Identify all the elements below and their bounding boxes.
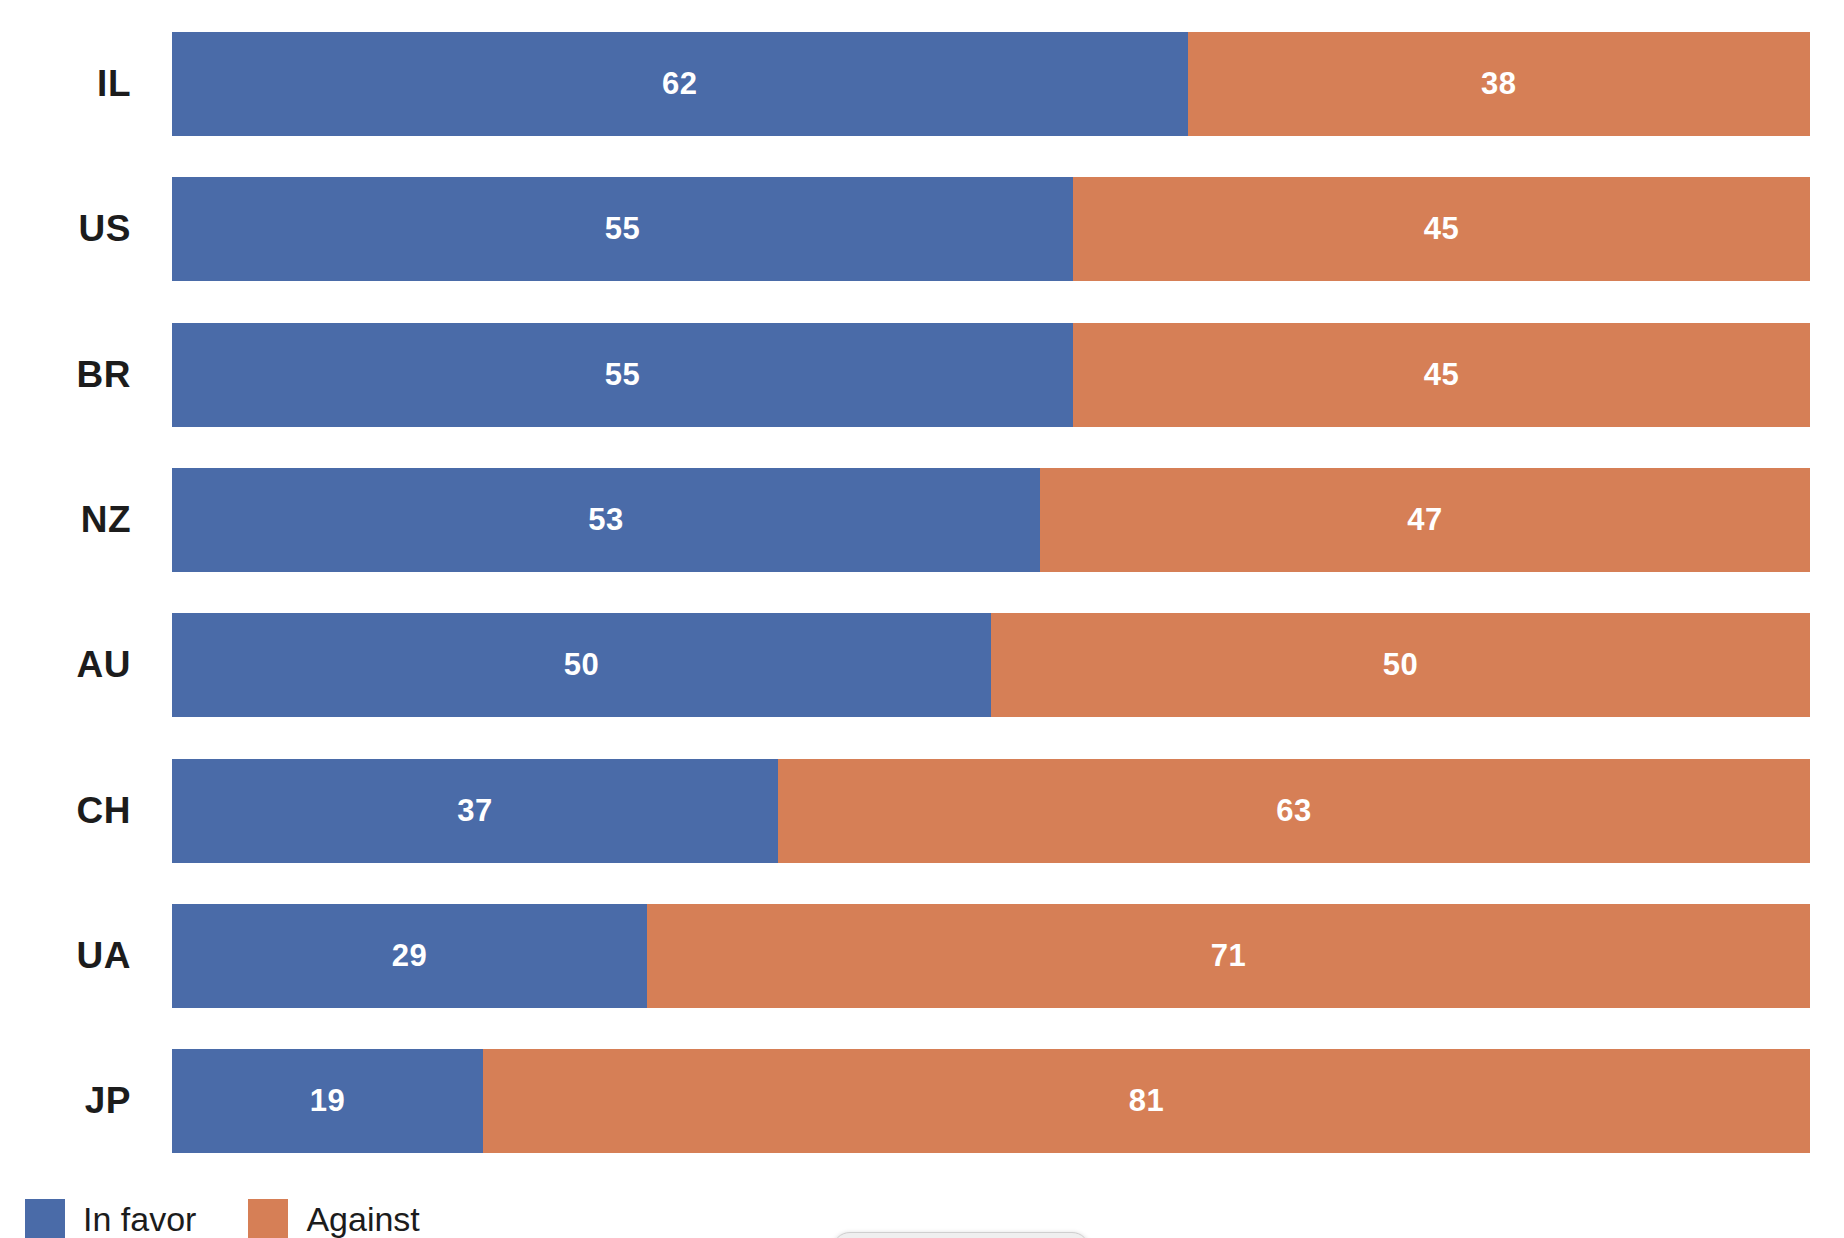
bar-segment-in-favor[interactable]: 55 xyxy=(172,177,1073,281)
value-label-against: 71 xyxy=(1211,938,1246,974)
legend-label-against: Against xyxy=(306,1199,419,1238)
row-label-nz: NZ xyxy=(0,468,131,572)
value-label-against: 45 xyxy=(1424,211,1459,247)
value-label-in-favor: 55 xyxy=(605,357,640,393)
chart-row-au: AU 50 50 xyxy=(0,613,1844,717)
bar-segment-against[interactable]: 45 xyxy=(1073,323,1810,427)
value-label-in-favor: 29 xyxy=(392,938,427,974)
bar-segment-in-favor[interactable]: 62 xyxy=(172,32,1188,136)
bar-segment-in-favor[interactable]: 53 xyxy=(172,468,1040,572)
legend-swatch-in-favor xyxy=(25,1199,65,1238)
legend-label-in-favor: In favor xyxy=(83,1199,196,1238)
value-label-against: 38 xyxy=(1481,66,1516,102)
chart-row-ch: CH 37 63 xyxy=(0,759,1844,863)
bar-segment-against[interactable]: 45 xyxy=(1073,177,1810,281)
bar-segment-against[interactable]: 63 xyxy=(778,759,1810,863)
chart-row-jp: JP 19 81 xyxy=(0,1049,1844,1153)
stacked-bar: 53 47 xyxy=(172,468,1810,572)
value-label-against: 81 xyxy=(1129,1083,1164,1119)
bar-segment-in-favor[interactable]: 55 xyxy=(172,323,1073,427)
value-label-in-favor: 50 xyxy=(564,647,599,683)
bar-segment-in-favor[interactable]: 19 xyxy=(172,1049,483,1153)
value-label-against: 50 xyxy=(1383,647,1418,683)
value-label-against: 63 xyxy=(1276,793,1311,829)
value-label-in-favor: 53 xyxy=(588,502,623,538)
row-label-ch: CH xyxy=(0,759,131,863)
value-label-in-favor: 19 xyxy=(310,1083,345,1119)
stacked-bar: 19 81 xyxy=(172,1049,1810,1153)
bar-segment-against[interactable]: 38 xyxy=(1188,32,1810,136)
chart-row-nz: NZ 53 47 xyxy=(0,468,1844,572)
bar-segment-in-favor[interactable]: 37 xyxy=(172,759,778,863)
stacked-bar: 50 50 xyxy=(172,613,1810,717)
row-label-ua: UA xyxy=(0,904,131,1008)
stacked-bar: 55 45 xyxy=(172,323,1810,427)
stacked-bar: 37 63 xyxy=(172,759,1810,863)
cutoff-bottom-button[interactable] xyxy=(832,1232,1090,1238)
chart-row-us: US 55 45 xyxy=(0,177,1844,281)
row-label-us: US xyxy=(0,177,131,281)
bar-rows: IL 62 38 US 55 45 BR 55 45 xyxy=(0,0,1844,1238)
value-label-against: 47 xyxy=(1407,502,1442,538)
legend-item-in-favor: In favor xyxy=(25,1199,196,1238)
stacked-bar: 55 45 xyxy=(172,177,1810,281)
legend-swatch-against xyxy=(248,1199,288,1238)
bar-segment-against[interactable]: 81 xyxy=(483,1049,1810,1153)
bar-segment-in-favor[interactable]: 50 xyxy=(172,613,991,717)
chart-row-br: BR 55 45 xyxy=(0,323,1844,427)
bar-segment-against[interactable]: 50 xyxy=(991,613,1810,717)
value-label-in-favor: 62 xyxy=(662,66,697,102)
bar-segment-in-favor[interactable]: 29 xyxy=(172,904,647,1008)
value-label-in-favor: 37 xyxy=(457,793,492,829)
stacked-bar: 29 71 xyxy=(172,904,1810,1008)
stacked-bar: 62 38 xyxy=(172,32,1810,136)
row-label-il: IL xyxy=(0,32,131,136)
row-label-br: BR xyxy=(0,323,131,427)
value-label-against: 45 xyxy=(1424,357,1459,393)
legend: In favor Against xyxy=(25,1199,420,1238)
row-label-jp: JP xyxy=(0,1049,131,1153)
chart-canvas: IL 62 38 US 55 45 BR 55 45 xyxy=(0,0,1844,1238)
row-label-au: AU xyxy=(0,613,131,717)
chart-row-ua: UA 29 71 xyxy=(0,904,1844,1008)
bar-segment-against[interactable]: 47 xyxy=(1040,468,1810,572)
bar-segment-against[interactable]: 71 xyxy=(647,904,1810,1008)
legend-item-against: Against xyxy=(248,1199,419,1238)
value-label-in-favor: 55 xyxy=(605,211,640,247)
chart-row-il: IL 62 38 xyxy=(0,32,1844,136)
